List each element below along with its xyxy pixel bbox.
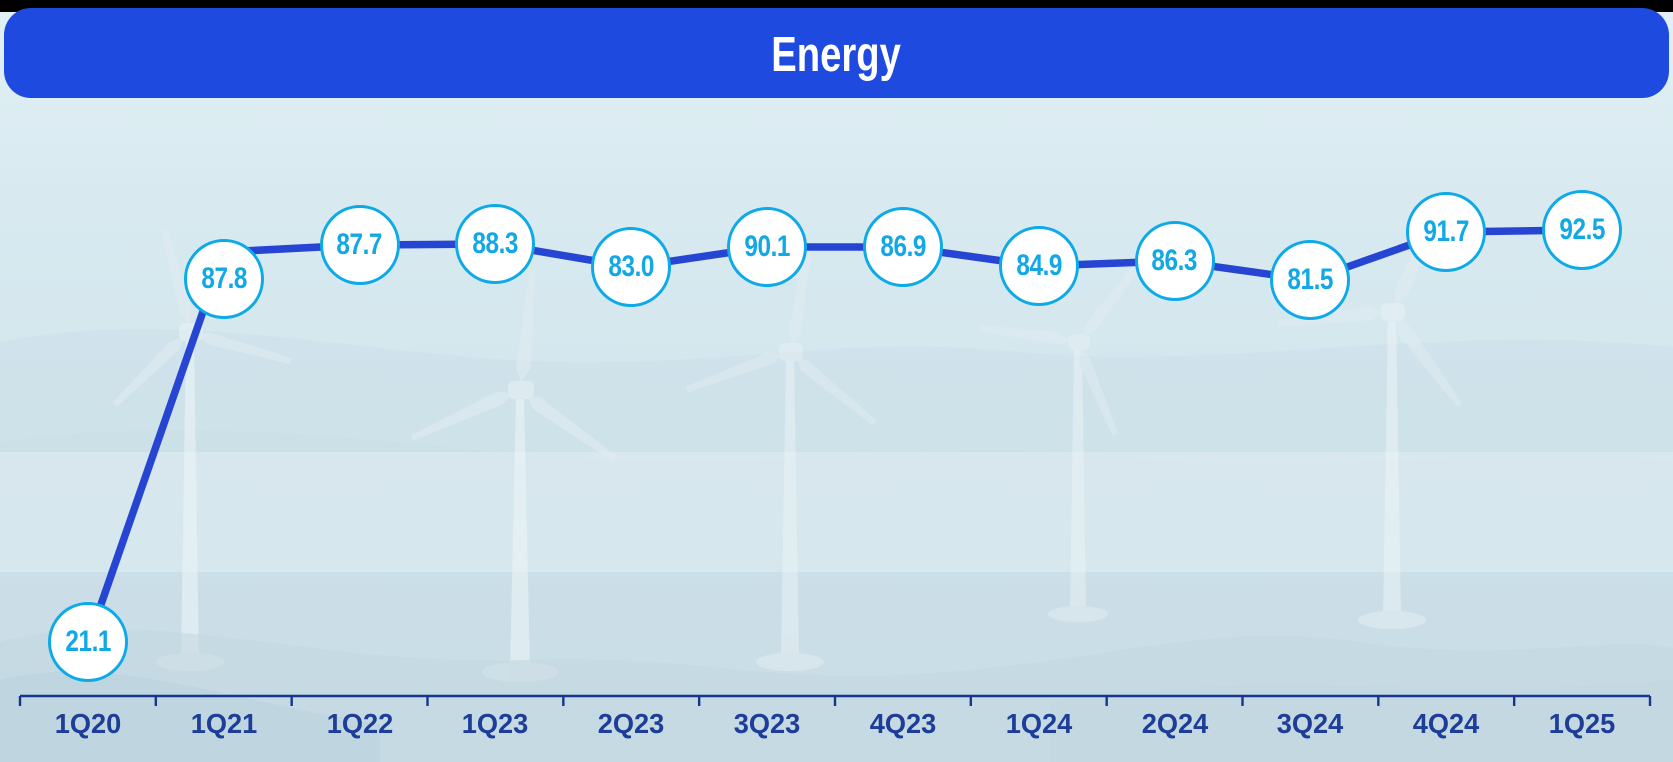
data-point-marker-1Q25: 92.5 (1542, 190, 1623, 270)
data-point-value: 86.3 (1151, 244, 1198, 277)
x-axis-ticks (18, 696, 1652, 706)
data-point-value: 84.9 (1015, 249, 1062, 282)
hill-foreground-right (1050, 680, 1673, 762)
data-point-marker-4Q24: 91.7 (1406, 192, 1487, 272)
wind-farm-background-image (0, 205, 1673, 762)
x-axis-label-4Q23: 4Q23 (869, 708, 937, 739)
wind-turbine-graphic (685, 243, 877, 671)
data-point-marker-1Q20: 21.1 (47, 602, 128, 682)
wind-turbine-graphic (978, 261, 1142, 622)
data-point-marker-4Q23: 86.9 (862, 207, 943, 287)
data-point-marker-2Q24: 86.3 (1134, 221, 1215, 301)
data-point-value: 81.5 (1287, 263, 1334, 296)
x-axis-label-1Q24: 1Q24 (1005, 708, 1072, 739)
data-point-value: 90.1 (744, 230, 790, 263)
x-axis-label-1Q20: 1Q20 (54, 708, 122, 739)
x-axis-label-1Q23: 1Q23 (462, 708, 529, 739)
data-point-value: 92.5 (1559, 213, 1605, 246)
data-line (84, 226, 1586, 646)
x-axis-label-3Q23: 3Q23 (733, 708, 801, 739)
data-point-value: 88.3 (472, 227, 519, 260)
data-point-marker-1Q24: 84.9 (998, 226, 1079, 306)
background-scene (0, 12, 1673, 762)
page-title: Energy (771, 28, 902, 82)
x-axis-label-4Q24: 4Q24 (1413, 708, 1480, 739)
data-point-marker-3Q24: 81.5 (1270, 240, 1351, 320)
data-point-marker-3Q23: 90.1 (727, 207, 808, 287)
data-point-value: 87.8 (200, 262, 247, 295)
title-banner: Energy (4, 8, 1669, 98)
data-point-marker-1Q23: 88.3 (455, 204, 536, 284)
data-point-value: 86.9 (880, 230, 926, 263)
data-point-marker-2Q23: 83.0 (591, 227, 672, 307)
hill-foreground-left (0, 671, 380, 762)
x-axis-label-1Q22: 1Q22 (326, 708, 393, 739)
x-axis-label-2Q23: 2Q23 (598, 708, 665, 739)
data-point-marker-1Q21: 87.8 (183, 239, 264, 319)
x-axis-label-3Q24: 3Q24 (1277, 708, 1344, 739)
x-axis-label-1Q21: 1Q21 (190, 708, 257, 739)
x-axis-label-2Q24: 2Q24 (1141, 708, 1208, 739)
x-axis-label-1Q25: 1Q25 (1548, 708, 1616, 739)
data-point-marker-1Q22: 87.7 (319, 205, 400, 285)
data-point-value: 87.7 (336, 228, 383, 261)
data-point-value: 21.1 (65, 625, 111, 658)
data-point-value: 83.0 (608, 250, 655, 283)
data-point-value: 91.7 (1423, 215, 1470, 248)
